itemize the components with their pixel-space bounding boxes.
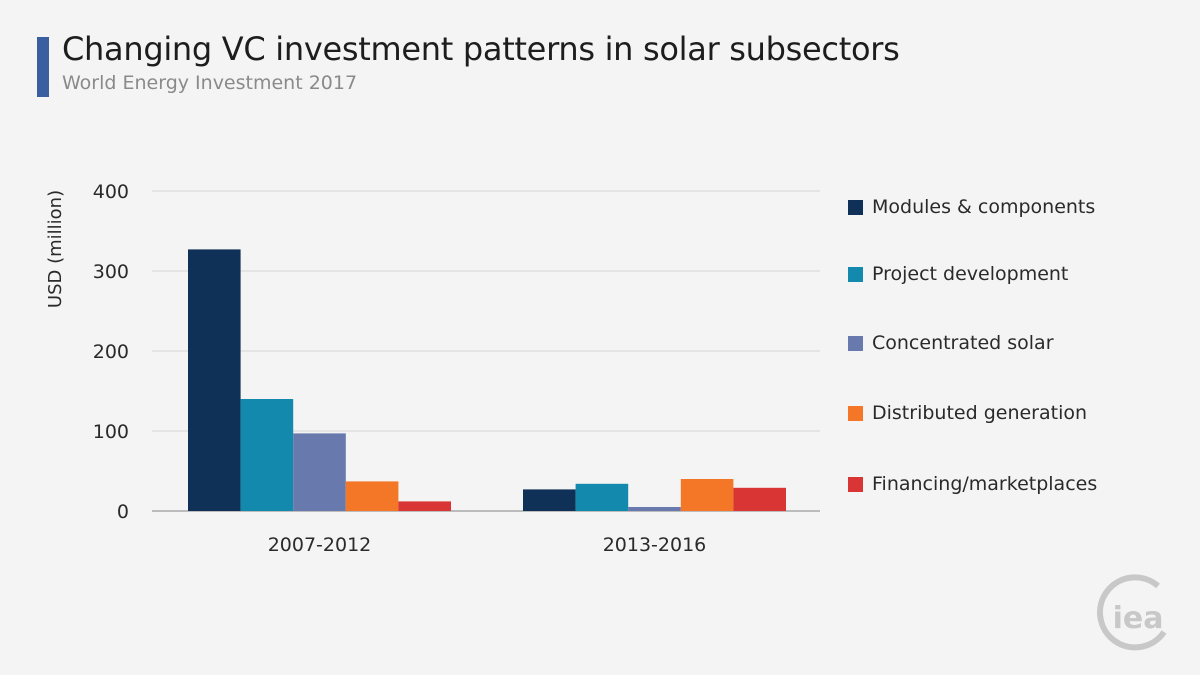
legend-item: Concentrated solar (848, 332, 1054, 354)
bar-2007-2012-financing-marketplaces (398, 501, 451, 511)
bar-2007-2012-distributed-generation (345, 481, 399, 511)
bar-2007-2012-concentrated-solar (293, 433, 346, 511)
legend-label: Distributed generation (872, 402, 1088, 424)
y-tick-label-0: 0 (117, 501, 129, 523)
legend-swatch (848, 476, 863, 492)
axes: 0 100 200 300 400 USD (million) 2007-2012 2013-… (45, 181, 706, 556)
legend-label: Concentrated solar (872, 332, 1054, 354)
bar-2013-2016-financing-marketplaces (733, 487, 786, 511)
title-accent-bar (37, 37, 49, 97)
legend-label: Financing/marketplaces (872, 473, 1098, 495)
logo-ring-icon (1097, 574, 1167, 651)
legend-swatch (848, 266, 863, 282)
legend-item: Modules & components (848, 196, 1095, 218)
page-subtitle: World Energy Investment 2017 (62, 72, 358, 94)
y-axis-label: USD (million) (45, 190, 66, 308)
bar-2013-2016-modules-components (523, 489, 576, 511)
legend-label: Modules & components (872, 196, 1096, 218)
legend-item: Distributed generation (848, 402, 1087, 424)
bar-2013-2016-distributed-generation (680, 479, 734, 511)
y-tick-label-400: 400 (93, 181, 129, 203)
legend-item: Financing/marketplaces (848, 473, 1097, 495)
bars (188, 249, 786, 511)
x-tick-label-2013-2016: 2013-2016 (603, 534, 707, 556)
bar-2007-2012-project-development (240, 399, 294, 511)
x-tick-label-2007-2012: 2007-2012 (268, 534, 372, 556)
legend-swatch (848, 199, 863, 215)
legend-swatch (848, 335, 863, 351)
logo-text: iea (1113, 601, 1164, 636)
y-tick-label-200: 200 (93, 341, 129, 363)
legend-swatch (848, 405, 863, 421)
bar-2007-2012-modules-components (188, 249, 241, 511)
legend-item: Project development (848, 263, 1068, 285)
y-tick-label-100: 100 (93, 421, 129, 443)
legend-label: Project development (872, 263, 1069, 285)
y-tick-label-300: 300 (93, 261, 129, 283)
bar-2013-2016-project-development (575, 483, 629, 511)
iea-logo: iea (1097, 574, 1167, 651)
page-title: Changing VC investment patterns in solar… (62, 30, 900, 68)
bar-2013-2016-concentrated-solar (628, 507, 681, 511)
